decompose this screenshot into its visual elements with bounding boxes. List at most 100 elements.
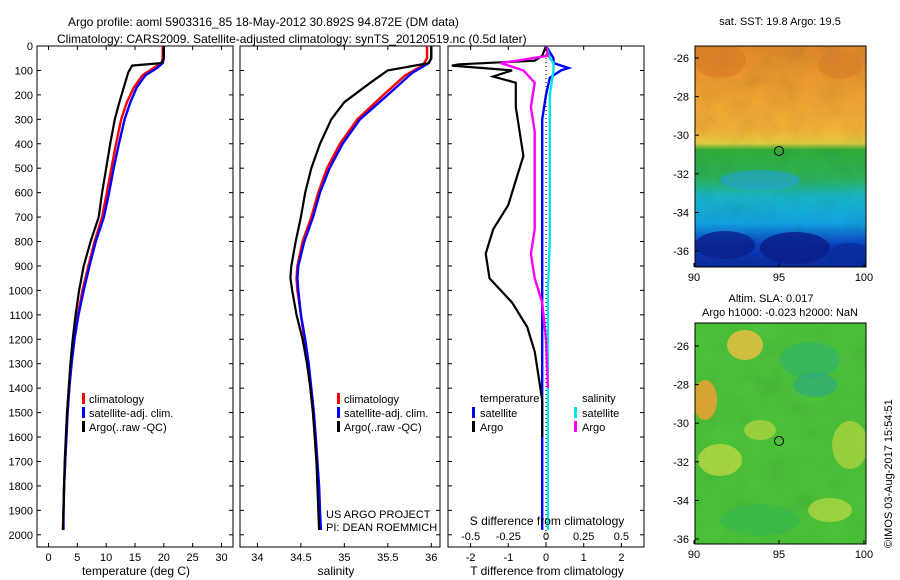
temperature-plot-frame — [36, 45, 234, 548]
temperature-ytick-label: 2000 — [9, 530, 33, 542]
temperature-ytick-label: 1600 — [9, 432, 33, 444]
map-lon-tick-label: 95 — [773, 272, 785, 284]
sla-map-title-line2: Argo h1000: -0.023 h2000: NaN — [702, 307, 858, 319]
temperature-xtick-label: 5 — [74, 552, 80, 564]
temperature-series-line-0 — [61, 46, 164, 530]
figure-title-line2: Climatology: CARS2009. Satellite-adjuste… — [57, 32, 527, 46]
sst-map-ticks: 90 95 100 -26 -28 -30 -32 -34 -36 — [673, 53, 873, 284]
difference-xtick-label: -1 — [503, 552, 513, 564]
map-lat-tick-label: -26 — [673, 341, 689, 353]
sla-argo-position-marker — [774, 436, 784, 446]
legend-swatch-sal-satellite — [574, 407, 577, 418]
map-lat-tick-label: -36 — [673, 534, 689, 546]
map-lat-tick-label: -26 — [673, 53, 689, 65]
salinity-xtick-label: 34 — [251, 552, 263, 564]
temperature-xlabel: temperature (deg C) — [82, 564, 190, 578]
map-lat-tick-label: -34 — [673, 495, 689, 507]
figure-title-line1: Argo profile: aoml 5903316_85 18-May-201… — [68, 15, 459, 29]
temperature-ytick-label: 0 — [27, 41, 33, 53]
legend-label-temp-satellite: satellite — [480, 408, 517, 420]
temperature-ytick-label: 1900 — [9, 505, 33, 517]
difference-series-line-1 — [451, 45, 548, 437]
difference-xtick-label: 1 — [581, 552, 587, 564]
legend-label-temp-argo: Argo — [480, 422, 503, 434]
salinity-xtick-label: 35.5 — [377, 552, 398, 564]
temperature-ytick-label: 100 — [15, 65, 33, 77]
temperature-ytick-label: 1300 — [9, 359, 33, 371]
map-lat-tick-label: -30 — [673, 130, 689, 142]
temperature-ytick-label: 300 — [15, 114, 33, 126]
temperature-ytick-label: 900 — [15, 261, 33, 273]
temperature-ytick-label: 400 — [15, 139, 33, 151]
legend-swatch-climatology — [82, 393, 85, 404]
temperature-legend: climatology satellite-adj. clim. Argo(..… — [82, 393, 173, 434]
legend-swatch-temp-argo — [472, 421, 475, 432]
map-lat-tick-label: -28 — [673, 380, 689, 392]
legend-swatch-argo — [82, 421, 85, 432]
difference-series-group — [451, 45, 573, 530]
difference-plot-frame — [447, 45, 645, 548]
sla-map-ticks: 90 95 100 -26 -28 -30 -32 -34 -36 — [673, 341, 873, 561]
map-lon-tick-label: 100 — [855, 549, 873, 561]
temperature-series-group — [61, 46, 165, 530]
legend-label-sal-argo: Argo — [582, 422, 605, 434]
temperature-xtick-label: 0 — [45, 552, 51, 564]
temperature-ytick-label: 500 — [15, 163, 33, 175]
salinity-xtick-label: 34.5 — [290, 552, 311, 564]
temperature-xtick-label: 10 — [100, 552, 112, 564]
difference-xlabel: T difference from climatology — [470, 564, 624, 578]
salinity-xlabel: salinity — [318, 564, 355, 578]
temperature-ytick-label: 700 — [15, 212, 33, 224]
difference-xlabel-top: S difference from climatology — [470, 514, 625, 528]
difference-sdiff-tick-label: -0.25 — [496, 531, 521, 543]
legend-label-climatology: climatology — [344, 394, 400, 406]
sst-map-title: sat. SST: 19.8 Argo: 19.5 — [719, 16, 841, 28]
temperature-ytick-label: 800 — [15, 237, 33, 249]
legend-swatch-climatology — [337, 393, 340, 404]
temperature-xtick-label: 25 — [187, 552, 199, 564]
axis-ticks-group: 0 5 10 15 20 25 300100200300400500600700800900… — [9, 41, 644, 564]
map-lat-tick-label: -32 — [673, 169, 689, 181]
legend-label-argo: Argo(..raw -QC) — [89, 422, 167, 434]
legend-swatch-temp-satellite — [472, 407, 475, 418]
map-lat-tick-label: -32 — [673, 457, 689, 469]
salinity-series-line-1 — [296, 46, 433, 530]
difference-xtick-label: 0 — [543, 552, 549, 564]
legend-swatch-satellite — [337, 407, 340, 418]
copyright-timestamp: ©IMOS 03-Aug-2017 15:54:51 — [883, 399, 895, 548]
difference-xtick-label: 2 — [618, 552, 624, 564]
pi-annotation: PI: DEAN ROEMMICH — [326, 522, 437, 534]
map-lat-tick-label: -36 — [673, 246, 689, 258]
salinity-plot-frame — [239, 45, 441, 548]
salinity-series-line-2 — [289, 46, 433, 530]
legend-label-satellite: satellite-adj. clim. — [89, 408, 173, 420]
difference-sdiff-tick-label: 0.5 — [614, 531, 629, 543]
salinity-legend: climatology satellite-adj. clim. Argo(..… — [337, 393, 428, 434]
legend-swatch-sal-argo — [574, 421, 577, 432]
temperature-xtick-label: 15 — [129, 552, 141, 564]
temperature-xtick-label: 20 — [158, 552, 170, 564]
difference-sdiff-tick-label: 0.25 — [573, 531, 594, 543]
difference-sdiff-tick-label: 0 — [543, 531, 549, 543]
legend-swatch-argo — [337, 421, 340, 432]
legend-label-argo: Argo(..raw -QC) — [344, 422, 422, 434]
legend-title-salinity: salinity — [582, 393, 616, 405]
difference-series-line-3 — [500, 45, 550, 389]
temperature-ytick-label: 1800 — [9, 481, 33, 493]
sst-argo-position-marker — [774, 146, 784, 156]
temperature-ytick-label: 600 — [15, 188, 33, 200]
legend-swatch-satellite — [82, 407, 85, 418]
temperature-ytick-label: 1000 — [9, 285, 33, 297]
temperature-ytick-label: 1100 — [9, 310, 33, 322]
map-lat-tick-label: -34 — [673, 207, 689, 219]
legend-title-temperature: temperature — [480, 393, 539, 405]
legend-label-climatology: climatology — [89, 394, 145, 406]
salinity-xtick-label: 36 — [425, 552, 437, 564]
difference-xtick-label: -2 — [466, 552, 476, 564]
map-lon-tick-label: 100 — [855, 272, 873, 284]
sla-map-frame — [694, 322, 867, 545]
salinity-series-group — [289, 46, 433, 530]
difference-series-line-2 — [544, 45, 555, 530]
map-lon-tick-label: 95 — [773, 549, 785, 561]
temperature-ytick-label: 1200 — [9, 334, 33, 346]
